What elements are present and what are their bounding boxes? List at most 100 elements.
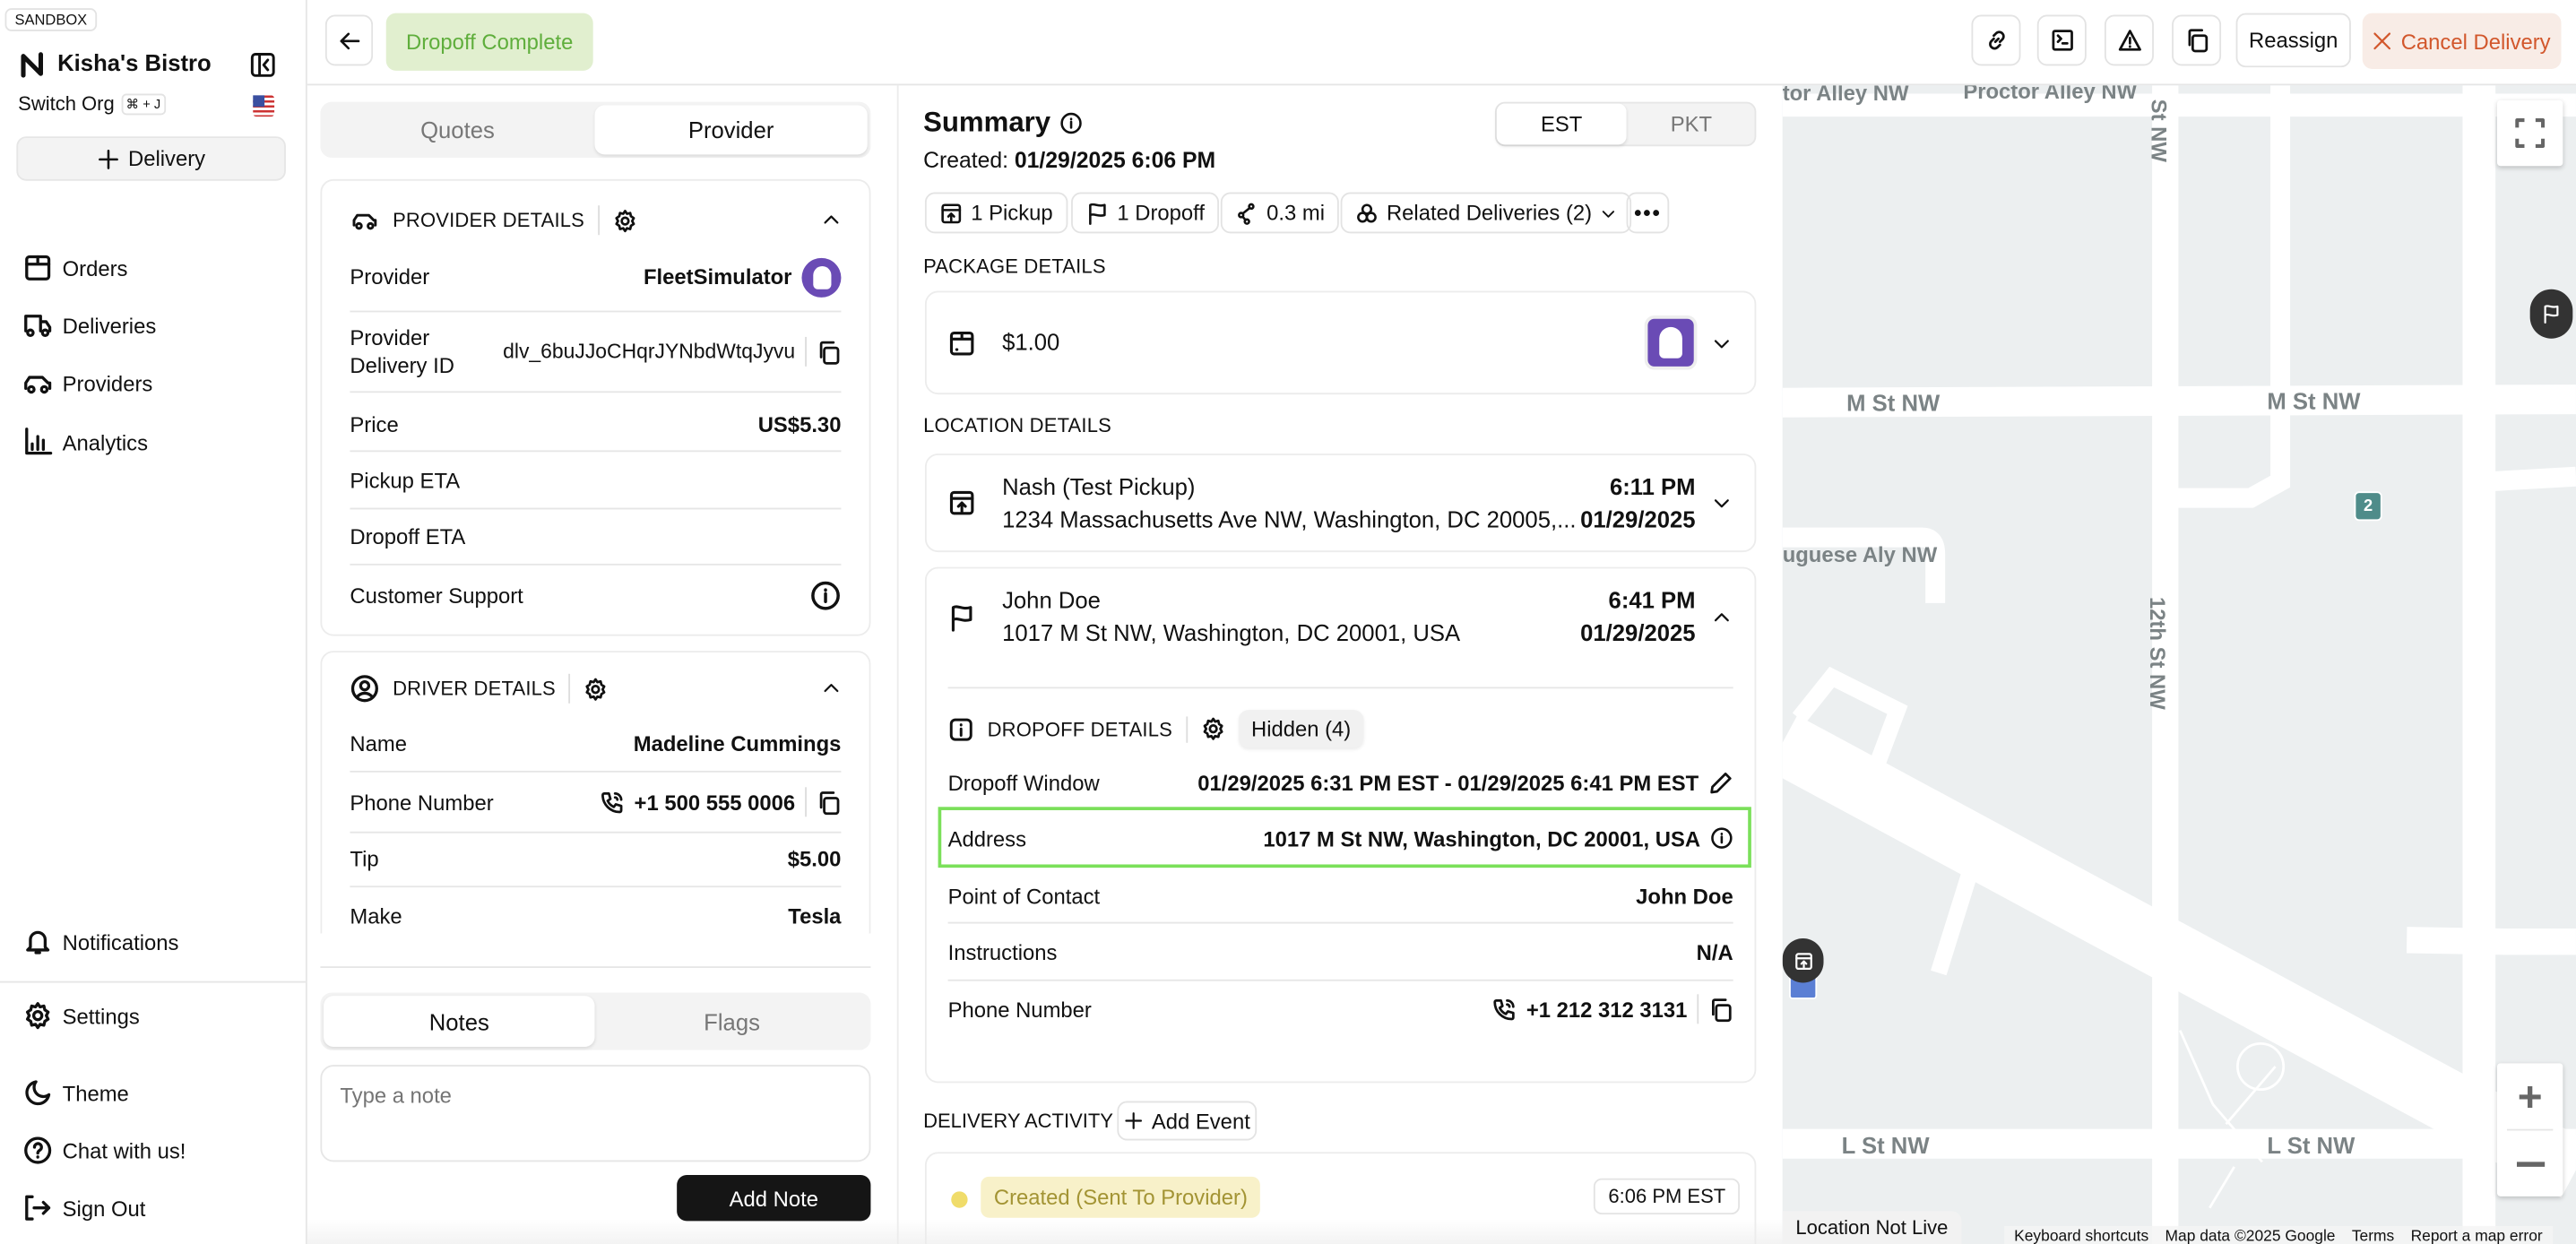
info-icon[interactable] [810, 579, 842, 610]
chevron-up-icon[interactable] [1712, 608, 1732, 627]
info-icon[interactable] [1710, 826, 1733, 850]
cancel-delivery-button[interactable]: Cancel Delivery [2362, 13, 2562, 70]
sidebar-item-analytics[interactable]: Analytics [23, 428, 148, 457]
sidebar-item-notifications[interactable]: Notifications [23, 927, 179, 956]
driver-details-header[interactable]: DRIVER DETAILS [350, 672, 841, 705]
divider [350, 831, 842, 834]
row-label: Tip [350, 845, 379, 870]
timezone-est[interactable]: EST [1496, 103, 1627, 145]
note-input[interactable] [320, 1065, 871, 1162]
report-issue-button[interactable] [2104, 14, 2154, 66]
add-event-button[interactable]: Add Event [1117, 1101, 1258, 1141]
tab-notes[interactable]: Notes [324, 996, 595, 1048]
gear-icon[interactable] [612, 208, 636, 233]
keyboard-shortcuts-link[interactable]: Keyboard shortcuts [2014, 1227, 2149, 1244]
distance-chip[interactable]: 0.3 mi [1220, 192, 1340, 234]
row-label: Dropoff ETA [350, 523, 466, 549]
gear-icon[interactable] [1200, 716, 1224, 741]
make-value: Tesla [788, 903, 842, 929]
more-icon: ••• [1634, 200, 1662, 226]
map[interactable]: tor Alley NW Proctor Alley NW St NW M St… [1782, 85, 2576, 1244]
sidebar-item-label: Deliveries [62, 313, 157, 338]
instructions-value: N/A [1696, 938, 1733, 964]
switch-org[interactable]: Switch Org ⌘ + J [18, 92, 166, 115]
duplicate-button[interactable] [2172, 14, 2222, 66]
copy-icon[interactable] [817, 340, 841, 365]
cancel-delivery-label: Cancel Delivery [2400, 29, 2551, 54]
location-details-heading: LOCATION DETAILS [923, 414, 1111, 437]
chevron-down-icon[interactable] [1712, 493, 1732, 513]
fullscreen-button[interactable] [2497, 99, 2563, 167]
us-flag-icon[interactable] [253, 95, 275, 117]
bell-icon [23, 927, 53, 956]
more-options-button[interactable]: ••• [1626, 192, 1670, 234]
chip-label: 0.3 mi [1266, 200, 1326, 226]
timezone-pkt[interactable]: PKT [1670, 111, 1713, 137]
pencil-icon[interactable] [1708, 770, 1733, 795]
row-label: Customer Support [350, 583, 523, 608]
pickup-map-marker[interactable] [1782, 937, 1824, 983]
dropoff-phone: +1 212 312 3131 [1526, 997, 1688, 1022]
pickup-date: 01/29/2025 [1580, 505, 1696, 533]
summary-title-text: Summary [923, 107, 1051, 139]
pickups-chip[interactable]: 1 Pickup [924, 192, 1068, 234]
activity-event-label: Created (Sent To Provider) [981, 1176, 1261, 1218]
provider-details-header[interactable]: PROVIDER DETAILS [350, 203, 841, 237]
info-icon[interactable] [1060, 112, 1084, 135]
flag-icon [1086, 202, 1110, 225]
divider [947, 921, 1733, 924]
add-note-button[interactable]: Add Note [677, 1175, 871, 1222]
tab-provider[interactable]: Provider [594, 105, 868, 155]
point-of-contact-row: Point of Contact John Doe [948, 879, 1733, 912]
package-card[interactable]: $1.00 [924, 290, 1757, 395]
tip-value: $5.00 [787, 845, 842, 870]
chevron-down-icon[interactable] [1712, 333, 1732, 353]
tab-flags[interactable]: Flags [704, 1007, 760, 1035]
flag-icon [2541, 304, 2561, 324]
gear-icon[interactable] [583, 677, 608, 702]
copy-icon[interactable] [1708, 997, 1733, 1022]
dropoff-name: John Doe [1002, 586, 1101, 613]
copy-link-button[interactable] [1971, 14, 2021, 66]
sidebar-item-label: Notifications [62, 929, 179, 955]
provider-logo [1644, 315, 1698, 370]
chevron-up-icon[interactable] [821, 678, 841, 698]
chevron-down-icon [1600, 204, 1616, 220]
zoom-in-button[interactable]: + [2517, 1070, 2543, 1120]
row-label: Price [350, 411, 399, 436]
dropoff-map-marker[interactable] [2529, 289, 2573, 339]
sidebar-item-providers[interactable]: Providers [23, 368, 153, 398]
phone-icon[interactable] [600, 790, 624, 815]
terms-link[interactable]: Terms [2351, 1227, 2395, 1244]
warning-icon [2117, 28, 2141, 53]
org-name[interactable]: Kisha's Bistro [57, 49, 212, 76]
sidebar-item-settings[interactable]: Settings [23, 1001, 140, 1031]
terminal-button[interactable] [2036, 14, 2087, 66]
zoom-out-button[interactable] [2497, 1131, 2563, 1196]
sidebar-item-chat[interactable]: Chat with us! [23, 1136, 186, 1165]
copy-icon[interactable] [817, 790, 841, 815]
chevron-up-icon[interactable] [821, 211, 841, 230]
reassign-button[interactable]: Reassign [2235, 13, 2351, 68]
pickup-location-card[interactable]: Nash (Test Pickup) 1234 Massachusetts Av… [924, 454, 1757, 553]
related-deliveries-dropdown[interactable]: Related Deliveries (2) [1340, 192, 1632, 234]
activity-time: 6:06 PM EST [1593, 1178, 1741, 1215]
back-button[interactable] [324, 14, 374, 66]
hidden-fields-button[interactable]: Hidden (4) [1238, 710, 1364, 748]
collapse-sidebar-icon[interactable] [250, 51, 276, 79]
report-map-error-link[interactable]: Report a map error [2410, 1227, 2543, 1244]
bottom-fade [307, 1219, 1783, 1244]
sidebar-item-sign-out[interactable]: Sign Out [23, 1193, 146, 1222]
package-up-icon [939, 202, 963, 225]
sidebar-item-deliveries[interactable]: Deliveries [23, 311, 157, 341]
sidebar-item-orders[interactable]: Orders [23, 253, 128, 282]
sidebar-item-theme[interactable]: Theme [23, 1078, 129, 1108]
phone-icon[interactable] [1491, 997, 1516, 1022]
street-label: tor Alley NW [1782, 85, 1909, 106]
dropoffs-chip[interactable]: 1 Dropoff [1071, 192, 1220, 234]
new-delivery-button[interactable]: Delivery [16, 136, 286, 181]
sidebar: SANDBOX Kisha's Bistro Switch Org ⌘ + J … [0, 0, 307, 1244]
cluster-marker[interactable]: 2 [2354, 491, 2382, 522]
divider [350, 391, 842, 393]
tab-quotes[interactable]: Quotes [420, 117, 495, 143]
